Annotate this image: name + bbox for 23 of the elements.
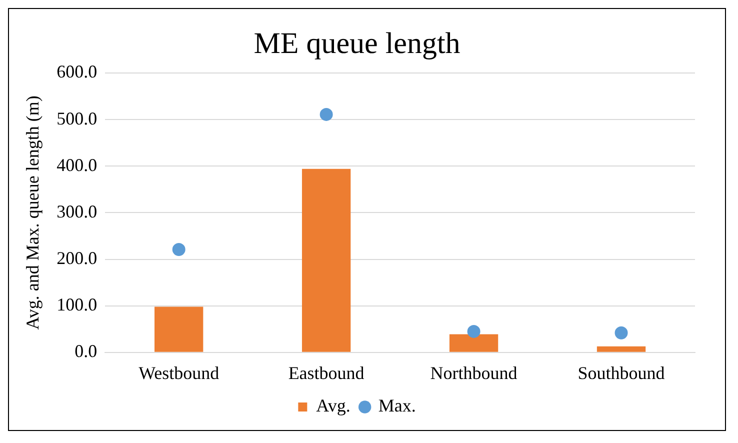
x-tick-label: Eastbound — [288, 362, 364, 383]
x-tick-label: Northbound — [430, 362, 518, 383]
point — [614, 326, 628, 340]
y-tick-label: 400.0 — [56, 154, 98, 175]
x-tick-label: Westbound — [138, 362, 220, 383]
bar — [154, 306, 204, 352]
bar — [449, 334, 498, 352]
point — [320, 108, 333, 121]
y-tick-label: 600.0 — [56, 62, 98, 82]
x-tick-label: Southbound — [578, 362, 665, 383]
point — [467, 324, 480, 338]
bar — [596, 346, 646, 352]
y-tick-label: 200.0 — [56, 248, 98, 268]
y-tick-label: 500.0 — [56, 108, 98, 128]
legend-label: Avg. — [316, 396, 350, 416]
legend-label: Max. — [378, 396, 416, 416]
y-tick-label: 0.0 — [74, 341, 98, 362]
point — [172, 242, 186, 256]
chart-title: ME queue length — [254, 26, 460, 60]
bar — [302, 168, 351, 352]
y-tick-label: 100.0 — [56, 294, 98, 315]
y-axis-title: Avg. and Max. queue length (m) — [22, 96, 43, 330]
y-tick-label: 300.0 — [56, 201, 98, 222]
